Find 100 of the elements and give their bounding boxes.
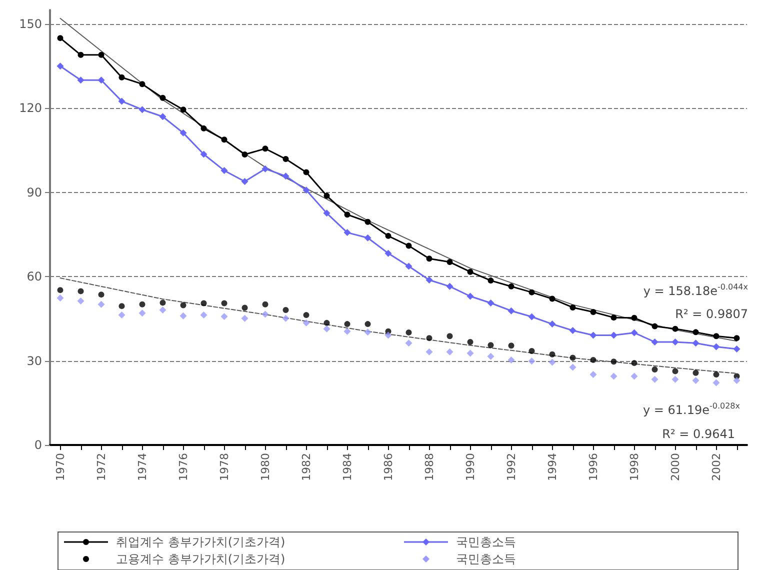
point [712,379,720,386]
point [262,165,269,172]
point [652,323,658,330]
x-tick-label: 1986 [382,453,395,481]
point [631,360,638,366]
point [570,354,576,361]
x-tick-label: 1998 [628,453,641,481]
point [118,303,125,310]
point [713,372,720,378]
point [528,348,535,354]
point [426,348,433,356]
x-tick-label: 1978 [218,453,231,481]
point [467,268,474,275]
point [672,368,678,374]
point [242,152,248,158]
point [631,314,638,321]
point [692,329,699,336]
point [364,321,371,328]
point [569,364,576,371]
point [548,358,556,366]
x-tick-label: 1970 [54,453,67,481]
point [549,351,556,358]
x-tick-label: 1988 [422,453,436,481]
point [118,98,126,105]
point [692,340,700,347]
point [406,329,412,336]
point [220,312,228,320]
x-tick-label: 1982 [300,453,313,481]
point [630,372,638,380]
y-tick-label: 120 [19,101,42,116]
point [303,169,310,176]
point [569,326,576,334]
point [488,278,494,284]
point [221,300,228,306]
point [159,306,166,314]
point [241,314,248,322]
point [733,346,740,353]
point [282,307,289,314]
point [242,304,248,311]
point [139,301,146,308]
point [508,307,515,314]
point [508,283,514,290]
point [77,298,84,305]
point [610,358,617,365]
y-tick-label: 30 [26,354,42,368]
point [344,212,350,218]
point [221,136,228,143]
point [98,292,104,298]
point [692,376,700,384]
y-tick-label: 60 [26,270,42,284]
point [324,320,330,326]
legend-label: 취업계수 총부가가치(기초가격) [116,535,286,549]
x-tick-label: 1990 [464,453,477,481]
point [590,332,597,339]
point [630,329,638,336]
point [590,356,596,363]
point [364,218,371,225]
legend-label: 국민총소득 [456,535,516,549]
point [426,256,432,262]
point [672,326,678,332]
point [713,333,720,340]
point [138,310,146,317]
point [138,106,146,114]
point [78,288,84,294]
point [159,113,166,120]
point [323,325,330,332]
x-tick-label: 1984 [340,453,354,481]
point [324,192,330,199]
x-tick-label: 1992 [504,453,518,481]
point [672,376,679,383]
point [734,335,740,342]
point [692,370,699,376]
point [364,328,372,336]
x-tick-label: 1974 [136,453,149,481]
point [466,292,474,300]
point [487,299,494,306]
y-tick-label: 90 [26,185,42,200]
annotation: R² = 0.9641 [662,427,736,441]
x-tick-label: 1976 [176,453,190,481]
point [446,259,453,266]
point [364,234,372,242]
point [651,338,658,346]
point [651,376,658,383]
point [590,308,596,315]
point [98,52,104,58]
x-tick-label: 2000 [668,453,682,481]
point [712,343,720,350]
x-tick-label: 1972 [94,453,108,481]
point [180,106,186,113]
point [56,294,64,302]
point [344,321,350,328]
point [488,342,494,348]
point [344,229,351,236]
point [590,371,597,378]
point [78,52,84,58]
x-tick-label: 1996 [586,453,600,481]
point [405,262,412,270]
point [180,312,187,320]
point [610,332,618,339]
point [446,348,454,356]
